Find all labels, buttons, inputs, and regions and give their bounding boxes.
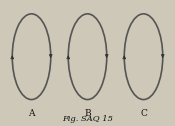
Text: C: C bbox=[140, 109, 147, 118]
Text: B: B bbox=[84, 109, 91, 118]
Text: A: A bbox=[28, 109, 35, 118]
Text: Fig. SAQ 15: Fig. SAQ 15 bbox=[62, 116, 113, 123]
